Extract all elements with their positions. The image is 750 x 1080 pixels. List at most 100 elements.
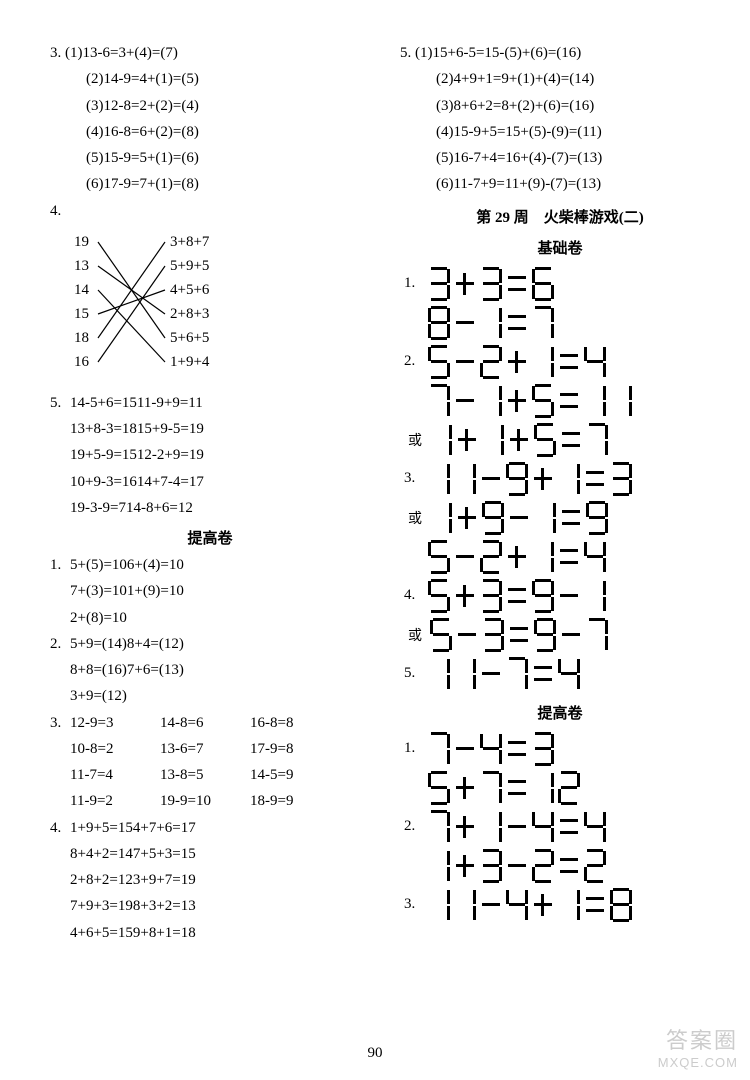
stick-row xyxy=(404,849,720,883)
matchstick-digit xyxy=(586,501,608,535)
matchstick-digit xyxy=(532,345,554,379)
cell: 13+8-3=18 xyxy=(70,416,137,442)
matchstick-digit xyxy=(428,888,450,922)
matchstick-digit xyxy=(428,732,450,766)
matchstick-op xyxy=(558,540,580,574)
row: 7+(3)=101+(9)=10 xyxy=(50,578,370,604)
matchstick-digit xyxy=(428,462,450,496)
matchstick-digit xyxy=(506,888,528,922)
cell: 14-5+6=15 xyxy=(70,390,137,416)
matchstick-digit xyxy=(558,771,580,805)
row: 8+8=(16)7+6=(13) xyxy=(50,657,370,683)
matchstick-digit xyxy=(532,732,554,766)
matchstick-op xyxy=(558,579,580,613)
matchstick-digit xyxy=(480,771,502,805)
matchstick-digit xyxy=(584,849,606,883)
row: 19+5-9=1512-2+9=19 xyxy=(50,442,370,468)
matchstick-digit xyxy=(480,810,502,844)
matchstick-digit xyxy=(584,384,606,418)
stick-row: 或 xyxy=(404,501,720,535)
stick-row-label: 或 xyxy=(408,625,422,645)
stick-row-label: 1. xyxy=(404,275,424,292)
cell: 9+8+1=18 xyxy=(133,920,196,946)
tigao-title-r: 提高卷 xyxy=(400,702,720,723)
row: 10-8=213-6=717-9=8 xyxy=(50,736,370,762)
matchstick-digit xyxy=(428,657,450,691)
matchstick-digit xyxy=(586,618,608,652)
matchstick-digit xyxy=(534,618,556,652)
matchstick-digit xyxy=(430,618,452,652)
stick-row-label: 2. xyxy=(404,818,424,835)
matchstick-op xyxy=(506,810,528,844)
row: 19-3-9=714-8+6=12 xyxy=(50,495,370,521)
matchstick-op xyxy=(506,771,528,805)
row: 13+8-3=1815+9-5=19 xyxy=(50,416,370,442)
q5-block: 5. 14-5+6=1511-9+9=1113+8-3=1815+9-5=191… xyxy=(50,390,370,521)
stick-row: 2. xyxy=(404,810,720,844)
cell: 15+9-5=19 xyxy=(137,416,204,442)
matchstick-digit xyxy=(428,849,450,883)
matchstick-digit xyxy=(480,732,502,766)
matchstick-digit xyxy=(430,501,452,535)
matchstick-op xyxy=(456,501,478,535)
cell: 8+4=(12) xyxy=(127,631,184,657)
cell: 17-9=8 xyxy=(250,736,340,762)
row: 3+9=(12) xyxy=(50,683,370,709)
matchstick-digit xyxy=(532,579,554,613)
week-title: 第 29 周 火柴棒游戏(二) xyxy=(400,206,720,227)
matchstick-op xyxy=(506,540,528,574)
q3-item: (6)17-9=7+(1)=(8) xyxy=(50,171,370,197)
matchstick-op xyxy=(454,810,476,844)
matchstick-op xyxy=(508,618,530,652)
matchstick-op xyxy=(508,501,530,535)
cell: 7+9+3=19 xyxy=(70,893,133,919)
r-q5-item: (4)15-9+5=15+(5)-(9)=(11) xyxy=(400,119,720,145)
cell: 16-8=8 xyxy=(250,710,340,736)
cell: 19+5-9=15 xyxy=(70,442,137,468)
t1-block: 1. 5+(5)=106+(4)=107+(3)=101+(9)=102+(8)… xyxy=(50,552,370,631)
matchstick-op xyxy=(532,462,554,496)
matchstick-digit xyxy=(532,306,554,340)
matchstick-digit xyxy=(584,345,606,379)
matchstick-op xyxy=(454,579,476,613)
matching-diagram: 19 13 14 15 18 16 3+8+7 5+9+5 4+5+6 2+8+… xyxy=(50,230,370,380)
matchstick-op xyxy=(454,540,476,574)
cell: 1+(9)=10 xyxy=(127,578,184,604)
cell: 18-9=9 xyxy=(250,788,340,814)
cell: 14-5=9 xyxy=(250,762,340,788)
cell: 1+9+5=15 xyxy=(70,815,133,841)
matchstick-digit xyxy=(428,579,450,613)
t2-block: 2. 5+9=(14)8+4=(12)8+8=(16)7+6=(13)3+9=(… xyxy=(50,631,370,710)
matchstick-op xyxy=(506,384,528,418)
matchstick-digit xyxy=(558,888,580,922)
row: 2+8+2=123+9+7=19 xyxy=(50,867,370,893)
matchstick-digit xyxy=(428,540,450,574)
cell: 8+8=(16) xyxy=(70,657,127,683)
matchstick-op xyxy=(560,618,582,652)
q3-item: (5)15-9=5+(1)=(6) xyxy=(50,145,370,171)
stick-row xyxy=(404,306,720,340)
matchstick-digit xyxy=(480,306,502,340)
matchstick-op xyxy=(508,423,530,457)
row: 3. 12-9=314-8=616-8=8 xyxy=(50,710,370,736)
t3-block: 3. 12-9=314-8=616-8=810-8=213-6=717-9=81… xyxy=(50,710,370,815)
cell: 10+9-3=16 xyxy=(70,469,137,495)
matchstick-op xyxy=(454,732,476,766)
cell: 14-8+6=12 xyxy=(126,495,193,521)
cell: 4+6+5=15 xyxy=(70,920,133,946)
matchstick-op xyxy=(558,849,580,883)
cell: 14+7-4=17 xyxy=(137,469,204,495)
jichu-sticks: 1.2.或3.或4.或5. xyxy=(400,262,720,696)
matchstick-op xyxy=(456,618,478,652)
matchstick-op xyxy=(454,267,476,301)
matchstick-digit xyxy=(584,540,606,574)
matchstick-digit xyxy=(428,345,450,379)
matchstick-digit xyxy=(482,423,504,457)
matchstick-op xyxy=(560,501,582,535)
matchstick-digit xyxy=(428,267,450,301)
matchstick-digit xyxy=(558,462,580,496)
cell: 11-9+9=11 xyxy=(137,390,203,416)
cell: 8+3+2=13 xyxy=(133,893,196,919)
row: 4. 1+9+5=154+7+6=17 xyxy=(50,815,370,841)
page-body: 3. (1)13-6=3+(4)=(7) (2)14-9=4+(1)=(5) (… xyxy=(0,0,750,966)
